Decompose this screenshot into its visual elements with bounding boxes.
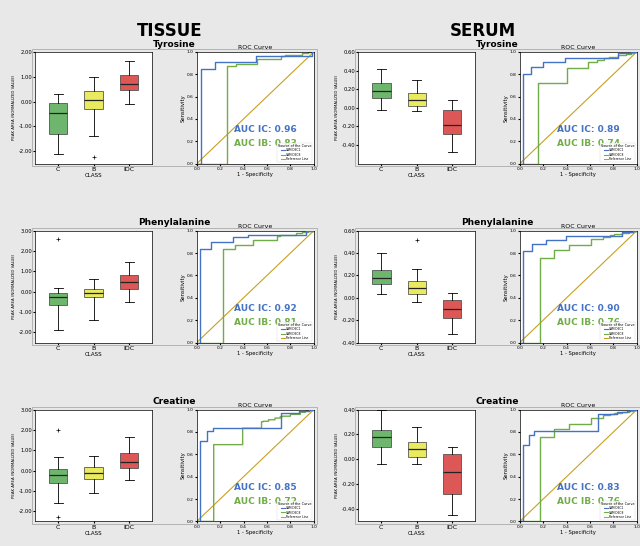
PathPatch shape: [49, 293, 67, 305]
Text: AUC IB: 0.76: AUC IB: 0.76: [557, 318, 620, 327]
Y-axis label: Sensitivity: Sensitivity: [503, 273, 508, 300]
X-axis label: 1 - Specificity: 1 - Specificity: [561, 530, 596, 535]
Text: AUC IC: 0.96: AUC IC: 0.96: [234, 126, 297, 134]
PathPatch shape: [408, 442, 426, 457]
PathPatch shape: [120, 275, 138, 289]
PathPatch shape: [120, 453, 138, 468]
Text: AUC IB: 0.74: AUC IB: 0.74: [557, 139, 620, 148]
Y-axis label: PEAK AREA (NORMALIZED VALUE): PEAK AREA (NORMALIZED VALUE): [335, 433, 339, 498]
Text: TISSUE: TISSUE: [137, 22, 202, 40]
Text: Tyrosine: Tyrosine: [153, 40, 196, 49]
Y-axis label: Sensitivity: Sensitivity: [180, 452, 185, 479]
PathPatch shape: [443, 454, 461, 494]
Y-axis label: PEAK AREA (NORMALIZED VALUE): PEAK AREA (NORMALIZED VALUE): [12, 433, 15, 498]
X-axis label: CLASS: CLASS: [408, 173, 426, 178]
Text: AUC IC: 0.85: AUC IC: 0.85: [234, 483, 297, 492]
Text: AUC IB: 0.81: AUC IB: 0.81: [234, 318, 297, 327]
Y-axis label: PEAK AREA (NORMALIZED VALUE): PEAK AREA (NORMALIZED VALUE): [335, 254, 339, 319]
Legend: CAMIDEC1, CAMIDEC8, Reference Line: CAMIDEC1, CAMIDEC8, Reference Line: [600, 143, 636, 162]
Text: SERUM: SERUM: [450, 22, 516, 40]
X-axis label: 1 - Specificity: 1 - Specificity: [237, 172, 273, 177]
PathPatch shape: [408, 281, 426, 294]
Text: AUC IC: 0.92: AUC IC: 0.92: [234, 304, 297, 313]
Title: ROC Curve: ROC Curve: [561, 45, 595, 50]
Y-axis label: Sensitivity: Sensitivity: [503, 452, 508, 479]
Y-axis label: PEAK AREA (NORMALIZED VALUE): PEAK AREA (NORMALIZED VALUE): [335, 75, 339, 140]
PathPatch shape: [49, 103, 67, 134]
X-axis label: CLASS: CLASS: [408, 352, 426, 357]
PathPatch shape: [372, 270, 390, 284]
Legend: CAMIDEC1, CAMIDEC8, Reference Line: CAMIDEC1, CAMIDEC8, Reference Line: [600, 322, 636, 341]
PathPatch shape: [84, 466, 103, 479]
PathPatch shape: [84, 91, 103, 109]
X-axis label: 1 - Specificity: 1 - Specificity: [561, 172, 596, 177]
Legend: CAMIDEC1, CAMIDEC8, Reference Line: CAMIDEC1, CAMIDEC8, Reference Line: [276, 501, 312, 520]
Y-axis label: PEAK AREA (NORMALIZED VALUE): PEAK AREA (NORMALIZED VALUE): [12, 254, 15, 319]
Title: ROC Curve: ROC Curve: [561, 224, 595, 229]
PathPatch shape: [372, 430, 390, 447]
Text: AUC IC: 0.89: AUC IC: 0.89: [557, 126, 620, 134]
PathPatch shape: [84, 289, 103, 298]
X-axis label: CLASS: CLASS: [85, 173, 102, 178]
PathPatch shape: [443, 300, 461, 318]
Text: AUC IC: 0.83: AUC IC: 0.83: [557, 483, 620, 492]
Y-axis label: Sensitivity: Sensitivity: [180, 273, 185, 300]
Text: AUC IB: 0.76: AUC IB: 0.76: [557, 496, 620, 506]
Text: Creatine: Creatine: [153, 397, 196, 406]
PathPatch shape: [408, 93, 426, 106]
PathPatch shape: [120, 75, 138, 91]
Title: ROC Curve: ROC Curve: [238, 224, 273, 229]
Title: ROC Curve: ROC Curve: [238, 403, 273, 408]
X-axis label: CLASS: CLASS: [85, 531, 102, 536]
Y-axis label: PEAK AREA (NORMALIZED VALUE): PEAK AREA (NORMALIZED VALUE): [12, 75, 15, 140]
PathPatch shape: [49, 468, 67, 483]
Legend: CAMIDEC1, CAMIDEC8, Reference Line: CAMIDEC1, CAMIDEC8, Reference Line: [600, 501, 636, 520]
X-axis label: 1 - Specificity: 1 - Specificity: [561, 351, 596, 356]
Text: Tyrosine: Tyrosine: [476, 40, 519, 49]
Text: AUC IC: 0.90: AUC IC: 0.90: [557, 304, 620, 313]
X-axis label: CLASS: CLASS: [408, 531, 426, 536]
Text: Phenylalanine: Phenylalanine: [138, 218, 211, 228]
PathPatch shape: [443, 110, 461, 134]
X-axis label: CLASS: CLASS: [85, 352, 102, 357]
Text: Creatine: Creatine: [476, 397, 519, 406]
Text: AUC IB: 0.72: AUC IB: 0.72: [234, 496, 297, 506]
Title: ROC Curve: ROC Curve: [561, 403, 595, 408]
X-axis label: 1 - Specificity: 1 - Specificity: [237, 530, 273, 535]
Legend: CAMIDEC1, CAMIDEC8, Reference Line: CAMIDEC1, CAMIDEC8, Reference Line: [276, 322, 312, 341]
X-axis label: 1 - Specificity: 1 - Specificity: [237, 351, 273, 356]
Y-axis label: Sensitivity: Sensitivity: [180, 94, 185, 122]
Text: AUC IB: 0.83: AUC IB: 0.83: [234, 139, 297, 148]
Y-axis label: Sensitivity: Sensitivity: [503, 94, 508, 122]
PathPatch shape: [372, 82, 390, 98]
Text: Phenylalanine: Phenylalanine: [461, 218, 534, 228]
Title: ROC Curve: ROC Curve: [238, 45, 273, 50]
Legend: CAMIDEC1, CAMIDEC8, Reference Line: CAMIDEC1, CAMIDEC8, Reference Line: [276, 143, 312, 162]
